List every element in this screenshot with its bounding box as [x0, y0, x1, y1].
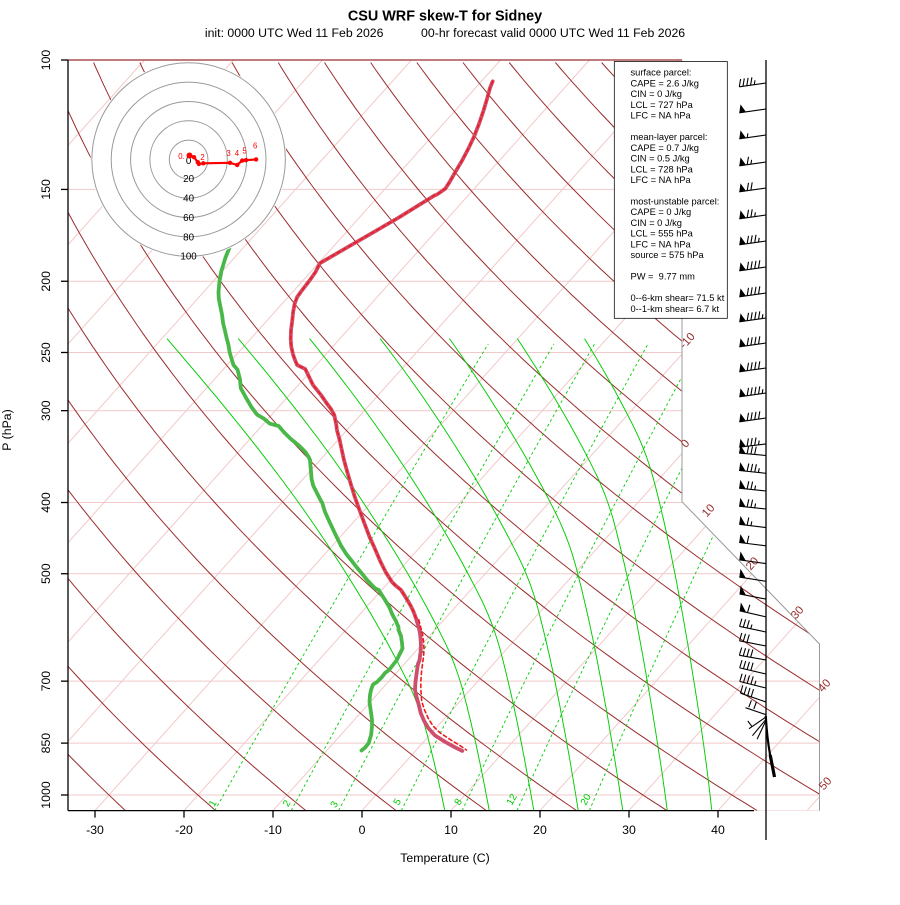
svg-text:10: 10 [444, 823, 458, 837]
svg-text:most-unstable parcel:: most-unstable parcel: [631, 197, 720, 207]
svg-text:80: 80 [183, 232, 194, 243]
svg-text:LCL = 728 hPa: LCL = 728 hPa [631, 164, 694, 174]
svg-text:3: 3 [329, 799, 342, 810]
svg-text:init: 0000 UTC Wed 11 Feb 2026: init: 0000 UTC Wed 11 Feb 2026 00-hr for… [205, 26, 685, 40]
svg-text:2: 2 [281, 798, 294, 809]
svg-text:100: 100 [39, 50, 53, 71]
svg-text:250: 250 [39, 342, 53, 363]
svg-text:0: 0 [186, 156, 192, 167]
svg-text:surface parcel:: surface parcel: [631, 68, 692, 78]
svg-text:40: 40 [183, 194, 194, 205]
svg-text:CAPE = 2.6 J/kg: CAPE = 2.6 J/kg [631, 78, 699, 88]
svg-text:-20: -20 [175, 823, 193, 837]
svg-text:60: 60 [183, 213, 194, 224]
svg-text:20: 20 [183, 174, 194, 185]
svg-text:source = 575 hPa: source = 575 hPa [631, 250, 705, 260]
svg-text:5: 5 [242, 147, 247, 156]
svg-text:0.: 0. [178, 152, 185, 161]
svg-text:5: 5 [392, 797, 405, 808]
svg-text:CSU WRF skew-T for Sidney: CSU WRF skew-T for Sidney [348, 9, 542, 25]
svg-text:150: 150 [39, 179, 53, 200]
svg-text:700: 700 [39, 671, 53, 692]
svg-text:CIN = 0 J/kg: CIN = 0 J/kg [631, 218, 682, 228]
svg-text:8: 8 [453, 797, 466, 808]
svg-text:LFC = NA hPa: LFC = NA hPa [631, 111, 692, 121]
svg-text:1000: 1000 [39, 781, 53, 809]
svg-text:0--6-km shear= 71.5 kt: 0--6-km shear= 71.5 kt [631, 293, 725, 303]
svg-text:-10: -10 [264, 823, 282, 837]
svg-text:4: 4 [235, 149, 240, 158]
svg-text:CAPE = 0.7 J/kg: CAPE = 0.7 J/kg [631, 143, 699, 153]
svg-text:-30: -30 [86, 823, 104, 837]
svg-text:LFC = NA hPa: LFC = NA hPa [631, 239, 692, 249]
svg-text:LCL = 727 hPa: LCL = 727 hPa [631, 100, 694, 110]
svg-text:CIN = 0 J/kg: CIN = 0 J/kg [631, 89, 682, 99]
svg-text:1: 1 [207, 798, 220, 809]
svg-text:500: 500 [39, 563, 53, 584]
svg-text:400: 400 [39, 492, 53, 513]
svg-text:2: 2 [200, 153, 204, 162]
svg-text:CAPE = 0 J/kg: CAPE = 0 J/kg [631, 207, 692, 217]
svg-text:Temperature (C): Temperature (C) [400, 851, 490, 865]
svg-text:3: 3 [226, 149, 230, 158]
svg-text:20: 20 [533, 823, 547, 837]
svg-text:mean-layer parcel:: mean-layer parcel: [631, 132, 708, 142]
svg-text:12: 12 [505, 792, 520, 808]
svg-text:0--1-km shear= 6.7 kt: 0--1-km shear= 6.7 kt [631, 304, 720, 314]
svg-text:PW = 9.77 mm: PW = 9.77 mm [631, 272, 696, 282]
svg-text:20: 20 [579, 792, 594, 808]
svg-text:850: 850 [39, 733, 53, 754]
svg-text:CIN = 0.5 J/kg: CIN = 0.5 J/kg [631, 154, 690, 164]
svg-text:0: 0 [359, 823, 366, 837]
svg-text:LCL = 555 hPa: LCL = 555 hPa [631, 229, 694, 239]
svg-text:40: 40 [711, 823, 725, 837]
svg-text:6: 6 [253, 142, 257, 151]
svg-text:200: 200 [39, 271, 53, 292]
svg-text:300: 300 [39, 400, 53, 421]
svg-text:P (hPa): P (hPa) [0, 409, 14, 450]
svg-text:LFC = NA hPa: LFC = NA hPa [631, 175, 692, 185]
svg-text:30: 30 [622, 823, 636, 837]
svg-text:100: 100 [180, 252, 197, 263]
